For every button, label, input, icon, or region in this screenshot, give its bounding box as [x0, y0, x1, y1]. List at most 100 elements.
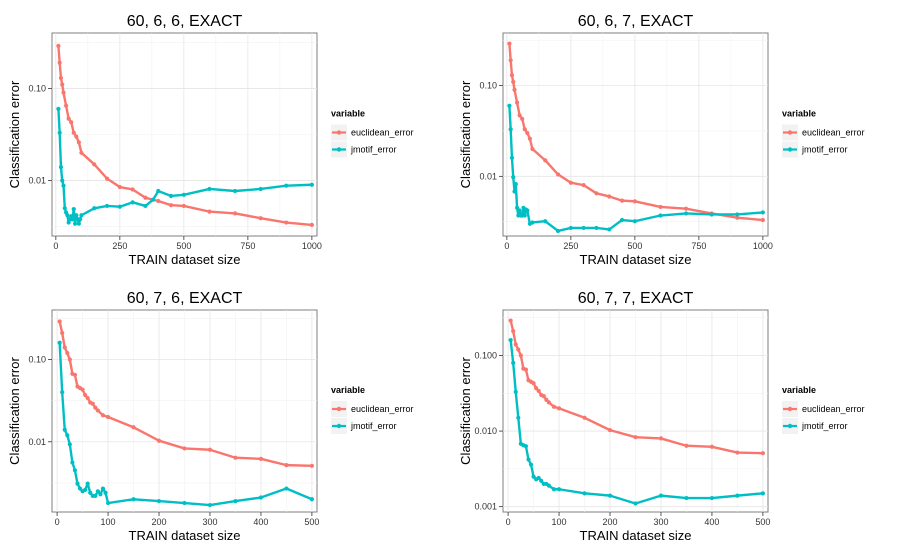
data-point-euclidean_error: [85, 395, 90, 401]
legend-label-jmotif_error: jmotif_error: [801, 145, 848, 155]
data-point-jmotif_error: [117, 204, 122, 209]
data-point-euclidean_error: [74, 134, 79, 139]
x-axis-title: TRAIN dataset size: [580, 252, 692, 267]
data-point-jmotif_error: [58, 164, 64, 170]
data-point-euclidean_error: [509, 73, 515, 78]
data-point-jmotif_error: [92, 206, 97, 211]
data-point-jmotif_error: [65, 213, 70, 218]
data-point-euclidean_error: [63, 103, 69, 108]
chart-title: 60, 6, 7, EXACT: [578, 13, 694, 30]
data-point-jmotif_error: [131, 497, 136, 502]
data-point-jmotif_error: [70, 460, 75, 465]
data-point-jmotif_error: [168, 193, 174, 199]
chart-4: 0 100 200 300 400 500 0.001 0.010 0.100 60, 7, 7,…: [458, 290, 865, 543]
data-point-jmotif_error: [258, 495, 264, 500]
chart-title: 60, 6, 6, EXACT: [127, 13, 243, 30]
data-point-euclidean_error: [156, 198, 161, 204]
data-point-jmotif_error: [309, 497, 315, 502]
legend-label-euclidean_error: euclidean_error: [802, 128, 865, 138]
data-point-euclidean_error: [233, 455, 238, 460]
data-point-euclidean_error: [57, 60, 62, 65]
data-point-jmotif_error: [607, 493, 613, 498]
data-point-jmotif_error: [76, 221, 81, 226]
data-point-jmotif_error: [531, 474, 536, 479]
data-point-euclidean_error: [522, 127, 527, 132]
plot-panel: [502, 32, 769, 237]
y-tick-label: 0.001: [474, 502, 497, 512]
y-tick-label: 0.010: [474, 426, 497, 436]
x-tick-label: 300: [653, 517, 668, 527]
data-point-euclidean_error: [284, 220, 289, 225]
data-point-euclidean_error: [72, 372, 78, 378]
data-point-jmotif_error: [556, 487, 562, 492]
y-axis-title: Classification error: [7, 357, 22, 465]
data-point-euclidean_error: [284, 463, 289, 468]
data-point-euclidean_error: [525, 130, 530, 136]
data-point-jmotif_error: [684, 495, 689, 501]
data-point-jmotif_error: [525, 208, 530, 213]
y-tick-label: 0.10: [28, 355, 46, 365]
data-point-jmotif_error: [232, 188, 238, 194]
data-point-euclidean_error: [508, 58, 513, 63]
x-tick-label: 500: [627, 241, 642, 251]
data-point-jmotif_error: [74, 213, 79, 218]
data-point-jmotif_error: [607, 227, 612, 232]
data-point-jmotif_error: [709, 495, 715, 501]
data-point-euclidean_error: [582, 415, 587, 420]
data-point-euclidean_error: [518, 353, 523, 358]
legend-label-jmotif_error: jmotif_error: [801, 421, 848, 431]
x-axis-title: TRAIN dataset size: [580, 528, 692, 543]
y-tick-label: 0.01: [28, 176, 46, 186]
y-tick-label: 0.01: [479, 171, 497, 181]
data-point-euclidean_error: [536, 388, 541, 394]
x-tick-label: 400: [704, 517, 719, 527]
x-tick-label: 1000: [753, 241, 773, 251]
data-point-euclidean_error: [523, 367, 529, 372]
data-point-jmotif_error: [546, 483, 551, 488]
y-tick-label: 0.10: [28, 83, 46, 93]
data-point-euclidean_error: [507, 41, 512, 46]
legend-label-jmotif_error: jmotif_error: [350, 421, 397, 431]
data-point-euclidean_error: [511, 329, 516, 334]
data-point-jmotif_error: [65, 433, 70, 438]
data-point-euclidean_error: [182, 446, 187, 451]
data-point-euclidean_error: [60, 330, 65, 336]
data-point-jmotif_error: [522, 213, 527, 218]
data-point-euclidean_error: [104, 176, 110, 181]
data-point-euclidean_error: [309, 463, 315, 468]
data-point-euclidean_error: [83, 392, 88, 398]
data-point-jmotif_error: [284, 183, 289, 188]
data-point-jmotif_error: [71, 206, 76, 212]
data-point-euclidean_error: [92, 162, 97, 167]
data-point-euclidean_error: [546, 400, 551, 405]
data-point-jmotif_error: [72, 221, 78, 226]
data-point-jmotif_error: [72, 468, 78, 473]
data-point-euclidean_error: [534, 386, 539, 391]
legend-key-point: [787, 423, 793, 429]
data-point-euclidean_error: [512, 87, 517, 92]
data-point-euclidean_error: [66, 116, 71, 121]
data-point-jmotif_error: [683, 211, 689, 216]
data-point-jmotif_error: [760, 491, 766, 496]
data-point-euclidean_error: [93, 405, 98, 410]
data-point-jmotif_error: [77, 486, 83, 491]
y-tick-label: 0.100: [474, 351, 497, 361]
data-point-jmotif_error: [658, 493, 664, 498]
data-point-euclidean_error: [309, 222, 314, 227]
data-point-euclidean_error: [207, 447, 213, 452]
data-point-jmotif_error: [151, 197, 156, 202]
chart-title: 60, 7, 6, EXACT: [127, 290, 243, 307]
data-point-jmotif_error: [511, 360, 516, 365]
data-point-euclidean_error: [581, 183, 586, 188]
data-point-euclidean_error: [541, 394, 546, 399]
data-point-euclidean_error: [594, 191, 599, 196]
data-point-jmotif_error: [143, 203, 148, 209]
data-point-jmotif_error: [57, 340, 62, 345]
legend-title: variable: [331, 385, 365, 395]
legend-title: variable: [782, 109, 816, 119]
data-point-jmotif_error: [61, 183, 66, 188]
x-axis-title: TRAIN dataset size: [129, 528, 241, 543]
data-point-jmotif_error: [735, 493, 740, 498]
data-point-euclidean_error: [95, 408, 100, 413]
